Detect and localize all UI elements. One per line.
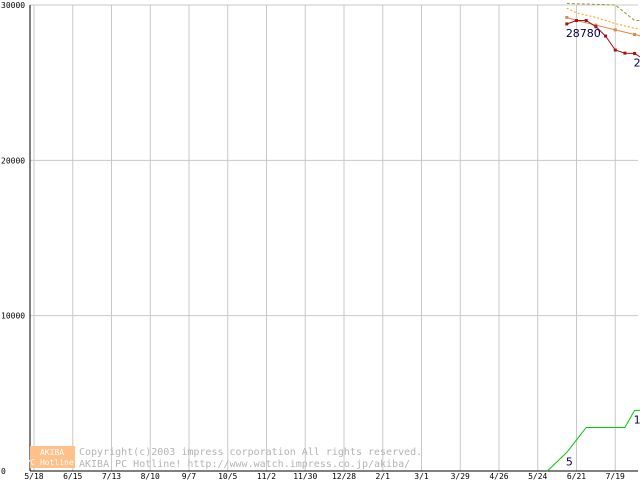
x-tick-label: 3/29 <box>451 472 470 480</box>
data-label: 28780 <box>566 27 601 40</box>
y-tick-label: 30000 <box>1 1 25 10</box>
watermark-logo-box <box>30 446 75 468</box>
x-tick-label: 5/18 <box>24 472 43 480</box>
series-line-4 <box>566 20 640 58</box>
series-line-3 <box>566 16 640 37</box>
series-line-5 <box>547 409 640 472</box>
x-tick-label: 8/10 <box>141 472 160 480</box>
series-4-point <box>613 48 617 52</box>
watermark-copyright: Copyright(c)2003 impress corporation All… <box>79 447 422 458</box>
x-tick-label: 7/13 <box>102 472 121 480</box>
axes <box>29 5 638 472</box>
data-labels: 2878026880239802098018200158301497951391… <box>566 27 640 468</box>
series-4-point <box>604 34 608 38</box>
x-tick-label: 10/5 <box>218 472 237 480</box>
data-label: 13 <box>634 413 640 426</box>
x-tick-label: 9/7 <box>182 472 197 480</box>
series-3-point <box>633 33 637 37</box>
series-3-point <box>613 28 617 32</box>
data-label: 5 <box>566 455 573 468</box>
series-4-point <box>565 22 569 26</box>
y-tick-label: 0 <box>1 467 6 476</box>
series-3-point <box>594 23 598 27</box>
series-4-point <box>633 51 637 55</box>
x-tick-label: 5/24 <box>528 472 547 480</box>
x-tick-label: 12/28 <box>332 472 356 480</box>
watermark-url: AKIBA PC Hotline! http://www.watch.impre… <box>79 459 410 470</box>
y-tick-label: 10000 <box>1 312 25 321</box>
x-tick-label: 6/15 <box>63 472 82 480</box>
x-tick-label: 7/19 <box>606 472 625 480</box>
series-4-point <box>575 19 578 23</box>
x-tick-label: 3/1 <box>414 472 429 480</box>
series-4-point <box>623 51 627 55</box>
series-3-point <box>565 15 569 19</box>
watermark-logo-top: AKIBA <box>40 448 64 457</box>
x-tick-label: 11/2 <box>257 472 276 480</box>
grid <box>30 4 638 472</box>
x-tick-label: 4/26 <box>489 472 508 480</box>
series-line-2 <box>566 7 640 30</box>
watermark: AKIBA PC Hotline! Copyright(c)2003 impre… <box>26 446 422 470</box>
x-tick-label: 6/21 <box>567 472 586 480</box>
data-label: 26880 <box>634 56 640 69</box>
series <box>547 2 640 472</box>
x-tick-label: 11/30 <box>293 472 317 480</box>
series-4-point <box>584 19 588 23</box>
x-tick-label: 2/1 <box>376 472 391 480</box>
watermark-logo-bottom: PC Hotline! <box>26 458 79 467</box>
series-4-point <box>594 25 598 29</box>
y-tick-label: 20000 <box>1 156 25 165</box>
